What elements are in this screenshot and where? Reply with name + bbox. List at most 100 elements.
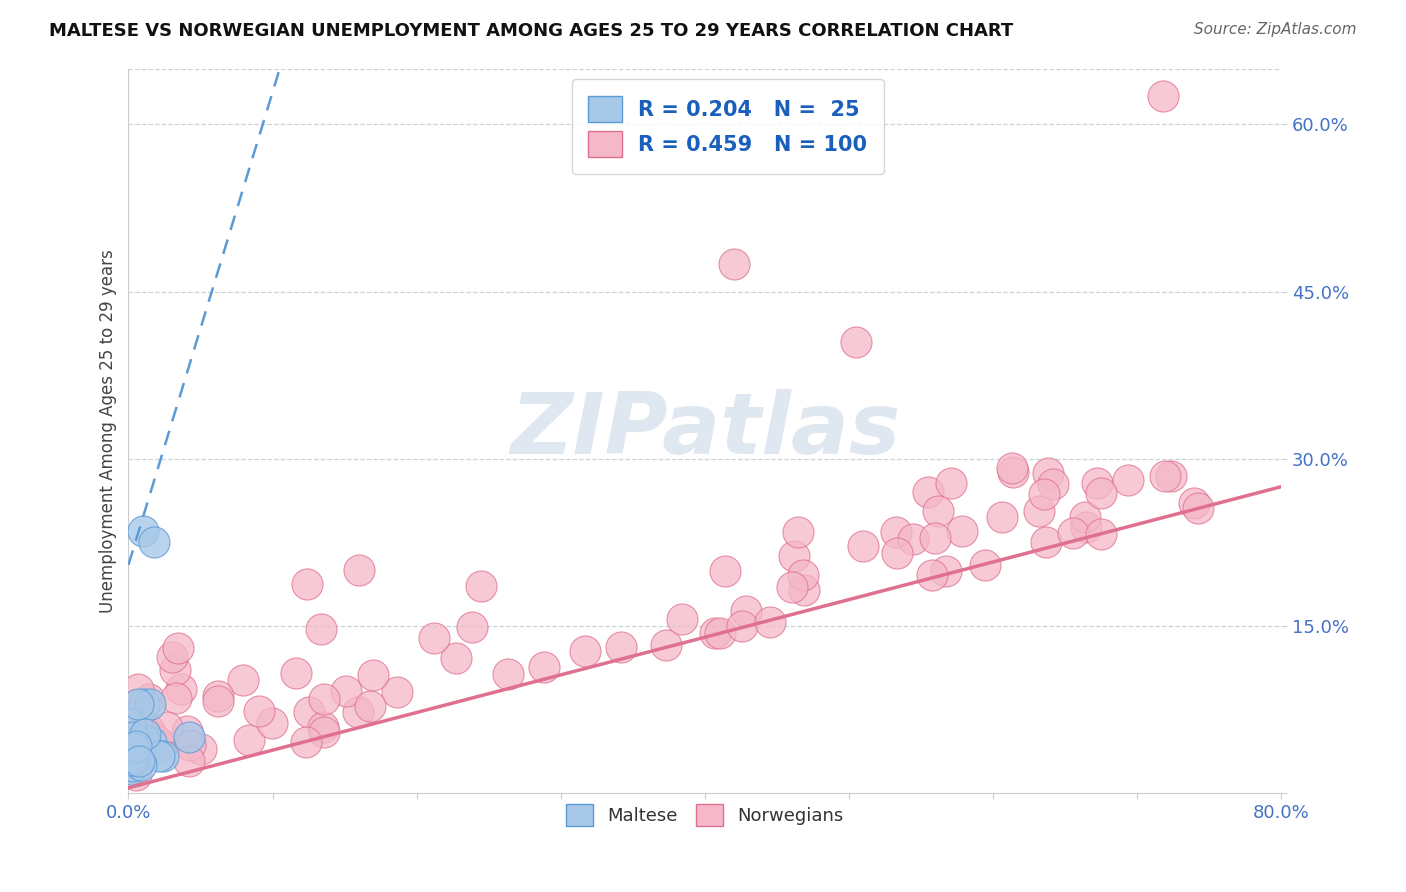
Point xyxy=(496,666,519,681)
Point xyxy=(901,532,924,546)
Point xyxy=(124,768,146,782)
Point xyxy=(783,549,806,563)
Point xyxy=(609,640,631,655)
Point xyxy=(190,742,212,756)
Point xyxy=(295,577,318,591)
Point xyxy=(1035,535,1057,549)
Point xyxy=(134,727,156,741)
Point xyxy=(128,754,150,768)
Point xyxy=(124,753,146,767)
Point xyxy=(160,650,183,665)
Point xyxy=(141,735,163,749)
Point xyxy=(125,739,148,753)
Point xyxy=(207,694,229,708)
Point xyxy=(950,524,973,538)
Point xyxy=(127,682,149,697)
Point xyxy=(134,733,156,747)
Text: MALTESE VS NORWEGIAN UNEMPLOYMENT AMONG AGES 25 TO 29 YEARS CORRELATION CHART: MALTESE VS NORWEGIAN UNEMPLOYMENT AMONG … xyxy=(49,22,1014,40)
Point xyxy=(143,731,166,745)
Point xyxy=(703,626,725,640)
Point xyxy=(179,738,201,752)
Point xyxy=(730,619,752,633)
Point xyxy=(152,748,174,763)
Point xyxy=(423,631,446,645)
Point xyxy=(1187,501,1209,516)
Point xyxy=(238,733,260,747)
Point xyxy=(735,604,758,618)
Point xyxy=(884,524,907,539)
Point xyxy=(121,759,143,773)
Point xyxy=(129,714,152,728)
Point xyxy=(1090,486,1112,500)
Point xyxy=(124,757,146,772)
Point xyxy=(143,535,166,549)
Point xyxy=(574,643,596,657)
Point xyxy=(312,692,335,706)
Point xyxy=(1152,89,1174,103)
Point xyxy=(1085,475,1108,490)
Point xyxy=(470,579,492,593)
Point xyxy=(121,747,143,761)
Point xyxy=(247,704,270,718)
Text: Source: ZipAtlas.com: Source: ZipAtlas.com xyxy=(1194,22,1357,37)
Point xyxy=(655,638,678,652)
Point xyxy=(118,758,141,772)
Point xyxy=(347,563,370,577)
Point xyxy=(294,735,316,749)
Point xyxy=(845,334,868,349)
Point xyxy=(132,524,155,539)
Point xyxy=(851,540,873,554)
Text: ZIPatlas: ZIPatlas xyxy=(510,390,900,473)
Point xyxy=(146,735,169,749)
Point xyxy=(924,531,946,545)
Point xyxy=(136,746,159,760)
Point xyxy=(124,741,146,756)
Point xyxy=(1154,469,1177,483)
Point xyxy=(127,747,149,761)
Point xyxy=(671,612,693,626)
Point xyxy=(347,705,370,719)
Point xyxy=(935,564,957,578)
Point xyxy=(124,698,146,712)
Point xyxy=(165,691,187,706)
Point xyxy=(533,659,555,673)
Point xyxy=(138,744,160,758)
Point xyxy=(786,525,808,540)
Point xyxy=(163,663,186,677)
Point xyxy=(124,737,146,751)
Point xyxy=(1042,477,1064,491)
Point xyxy=(1160,469,1182,483)
Point xyxy=(314,725,336,739)
Point xyxy=(148,749,170,764)
Point xyxy=(335,684,357,698)
Point xyxy=(793,583,815,598)
Point xyxy=(1090,527,1112,541)
Point xyxy=(177,731,200,745)
Point xyxy=(780,580,803,594)
Point xyxy=(167,640,190,655)
Point xyxy=(939,476,962,491)
Point xyxy=(1036,466,1059,480)
Point xyxy=(118,717,141,731)
Point xyxy=(120,762,142,776)
Point xyxy=(176,724,198,739)
Point xyxy=(1033,487,1056,501)
Point xyxy=(121,731,143,745)
Point xyxy=(155,720,177,734)
Point xyxy=(124,761,146,775)
Point xyxy=(138,692,160,706)
Point xyxy=(309,622,332,636)
Point xyxy=(131,758,153,772)
Point xyxy=(179,754,201,768)
Legend: Maltese, Norwegians: Maltese, Norwegians xyxy=(557,795,853,835)
Point xyxy=(1182,496,1205,510)
Point xyxy=(759,615,782,629)
Point xyxy=(312,720,335,734)
Point xyxy=(120,737,142,751)
Point xyxy=(139,697,162,711)
Point xyxy=(138,723,160,738)
Point xyxy=(974,558,997,573)
Point xyxy=(134,697,156,711)
Point xyxy=(886,546,908,560)
Point xyxy=(359,699,381,714)
